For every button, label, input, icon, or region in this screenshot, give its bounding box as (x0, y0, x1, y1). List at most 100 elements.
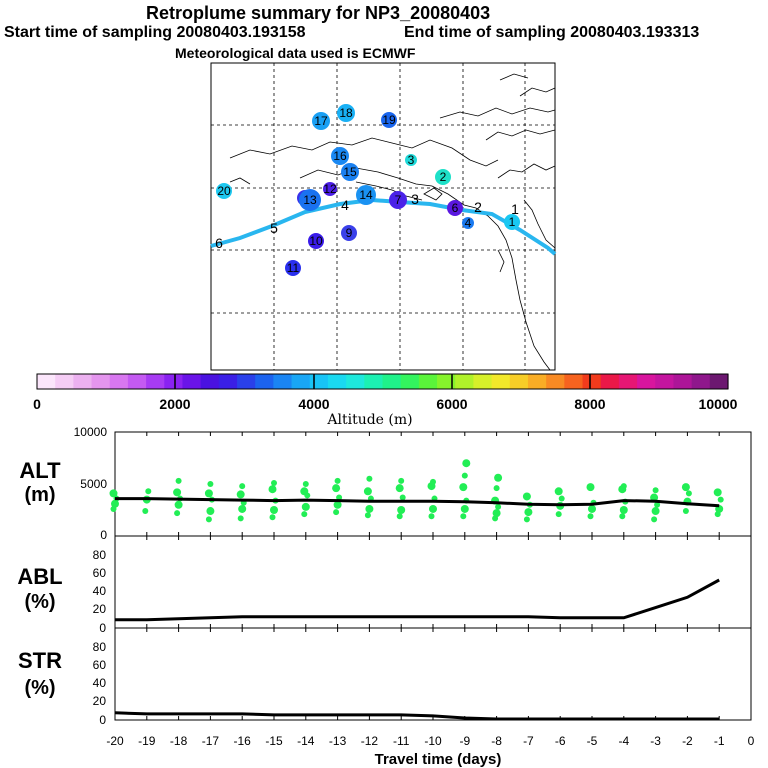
scatter-point (396, 513, 403, 520)
cluster-label: 20 (217, 184, 231, 198)
scatter-point (238, 504, 247, 513)
x-tick-label: -20 (106, 734, 124, 748)
x-axis-label: Travel time (days) (375, 751, 502, 768)
scatter-point (654, 501, 661, 508)
chart-title: Retroplume summary for NP3_20080403 (146, 3, 491, 23)
scatter-point (271, 479, 277, 486)
colorbar-swatch (164, 374, 184, 389)
colorbar-swatch (255, 374, 274, 389)
colorbar-tick-label: 4000 (298, 396, 329, 412)
x-tick-label: -1 (714, 734, 725, 748)
colorbar-swatch (218, 374, 238, 389)
scatter-point (207, 481, 214, 487)
scatter-point (460, 513, 467, 520)
scatter-point (333, 500, 342, 509)
sampling-end-time: End time of sampling 20080403.193313 (404, 24, 700, 41)
colorbar-swatch (109, 374, 129, 389)
scatter-point (651, 507, 660, 516)
colorbar-swatch (273, 374, 293, 389)
scatter-point (555, 511, 562, 518)
x-tick-label: -18 (170, 734, 188, 748)
scatter-point (398, 477, 405, 484)
abl-ytick-label: 40 (93, 584, 107, 598)
x-tick-label: -6 (555, 734, 566, 748)
scatter-point (334, 477, 341, 484)
abl-panel-unit: (%) (24, 591, 55, 613)
scatter-point (174, 510, 181, 517)
scatter-point (206, 507, 215, 516)
cluster-point (381, 112, 397, 128)
cluster-label: 13 (303, 193, 317, 207)
scatter-point (554, 487, 563, 496)
scatter-point (395, 484, 404, 493)
scatter-point (620, 483, 627, 490)
cluster-point (308, 233, 324, 249)
colorbar-swatch (291, 374, 311, 389)
cluster-point (285, 260, 301, 276)
cluster-point (216, 183, 232, 199)
colorbar-swatch (127, 374, 147, 389)
scatter-point (461, 472, 468, 479)
alt-ytick-label: 0 (100, 528, 107, 542)
scatter-point (365, 504, 374, 513)
scatter-point (205, 516, 212, 523)
travel-time-axis: -20 -19 -18 -17 -16 -15 -14 -13 -12 -11 -10 -9 -8 -7-… (106, 734, 754, 748)
scatter-point (494, 473, 503, 482)
colorbar-swatch (146, 374, 165, 389)
cluster-point (331, 147, 349, 165)
cluster-label: 6 (452, 201, 459, 215)
cluster-point (447, 200, 463, 216)
scatter-point (142, 508, 149, 515)
scatter-point (652, 487, 659, 494)
colorbar-label: Altitude (m) (326, 412, 412, 428)
scatter-point (302, 481, 309, 487)
scatter-point (493, 485, 500, 492)
scatter-point (270, 506, 278, 514)
cluster-point (462, 217, 474, 229)
scatter-point (459, 483, 468, 492)
abl-series-line (115, 578, 720, 622)
abl-ytick-label: 20 (93, 602, 107, 616)
colorbar-swatch (455, 374, 475, 389)
colorbar-swatch (200, 374, 220, 389)
cluster-point (341, 225, 357, 241)
colorbar-swatch (673, 374, 693, 389)
scatter-point (558, 495, 565, 502)
colorbar-swatch (182, 374, 202, 389)
colorbar-swatch (709, 374, 729, 389)
scatter-point (524, 508, 533, 517)
scatter-point (619, 513, 626, 520)
scatter-point (681, 483, 690, 492)
cluster-label: 16 (333, 149, 347, 163)
colorbar-swatch (600, 374, 620, 389)
trajectory-points: 1234567891011121314151617181920 (216, 104, 520, 276)
colorbar-swatch (91, 374, 111, 389)
x-tick-label: -11 (393, 734, 410, 748)
scatter-point (651, 516, 658, 523)
scatter-point (336, 494, 343, 501)
cluster-label: 3 (408, 153, 415, 167)
scatter-point (332, 484, 341, 493)
str-panel-label: STR (18, 648, 62, 673)
scatter-point (301, 502, 310, 511)
str-ytick-label: 20 (93, 694, 107, 708)
cluster-point (341, 163, 359, 181)
cluster-point (389, 191, 407, 209)
alt-panel-label: ALT (19, 458, 61, 483)
scatter-point (522, 492, 531, 501)
cluster-point (299, 189, 321, 211)
x-tick-label: -3 (650, 734, 661, 748)
scatter-point (366, 475, 373, 482)
x-tick-label: -10 (424, 734, 442, 748)
scatter-point (175, 477, 182, 484)
cluster-label: 10 (309, 234, 323, 248)
scatter-point (239, 483, 246, 490)
scatter-point (428, 513, 435, 520)
cluster-label: 2 (440, 170, 447, 184)
scatter-point (685, 490, 692, 497)
scatter-point (364, 512, 371, 519)
alt-panel: ALT (m) 0 5000 10000 (19, 425, 752, 542)
cluster-label: 18 (339, 106, 353, 120)
abl-ytick-label: 0 (99, 621, 106, 635)
x-tick-label: -8 (491, 734, 502, 748)
